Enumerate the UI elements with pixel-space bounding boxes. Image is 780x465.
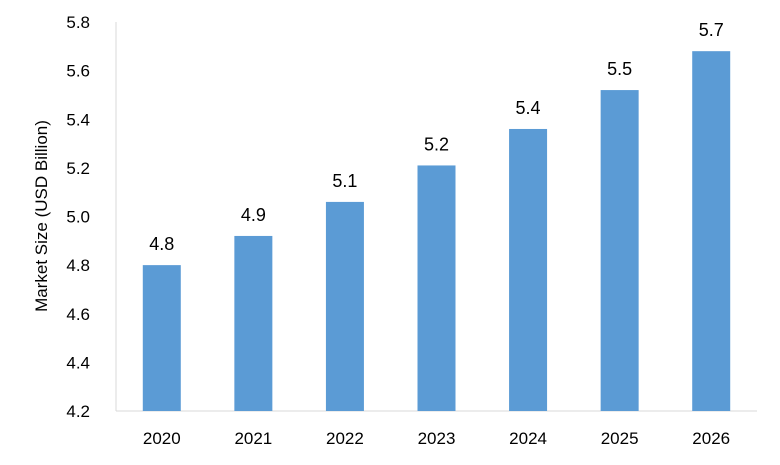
bar-2022 — [325, 201, 364, 411]
y-tick-label: 4.6 — [66, 305, 90, 324]
bars — [142, 51, 731, 412]
y-tick-label: 5.6 — [66, 62, 90, 81]
data-label-2022: 5.1 — [332, 171, 357, 191]
x-tick-label-2020: 2020 — [143, 429, 181, 448]
y-axis-ticks: 4.2 4.4 4.6 4.8 5.0 5.2 5.4 5.6 5.8 — [66, 13, 90, 421]
data-label-2024: 5.4 — [516, 98, 541, 118]
x-tick-label-2021: 2021 — [234, 429, 272, 448]
bar-2024 — [509, 128, 548, 411]
bar-2026 — [692, 51, 731, 412]
x-tick-label-2026: 2026 — [692, 429, 730, 448]
bar-2020 — [142, 265, 181, 411]
data-label-2020: 4.8 — [149, 234, 174, 254]
bar-2021 — [234, 235, 273, 411]
x-tick-label-2025: 2025 — [601, 429, 639, 448]
data-label-2021: 4.9 — [241, 205, 266, 225]
data-label-2023: 5.2 — [424, 134, 449, 154]
data-label-2025: 5.5 — [607, 59, 632, 79]
y-tick-label: 4.8 — [66, 256, 90, 275]
y-axis-title: Market Size (USD Billion) — [32, 120, 51, 312]
y-tick-label: 5.0 — [66, 208, 90, 227]
x-tick-label-2024: 2024 — [509, 429, 547, 448]
y-tick-label: 5.8 — [66, 13, 90, 32]
y-tick-label: 5.4 — [66, 110, 90, 129]
y-tick-label: 4.2 — [66, 402, 90, 421]
data-label-2026: 5.7 — [699, 20, 724, 40]
x-tick-label-2022: 2022 — [326, 429, 364, 448]
x-axis-ticks: 2020 2021 2022 2023 2024 2025 2026 — [143, 429, 730, 448]
y-tick-label: 4.4 — [66, 353, 90, 372]
y-tick-label: 5.2 — [66, 159, 90, 178]
x-tick-label-2023: 2023 — [418, 429, 456, 448]
data-labels: 4.8 4.9 5.1 5.2 5.4 5.5 5.7 — [149, 20, 723, 254]
bar-2023 — [417, 165, 456, 411]
bar-2025 — [600, 90, 639, 411]
